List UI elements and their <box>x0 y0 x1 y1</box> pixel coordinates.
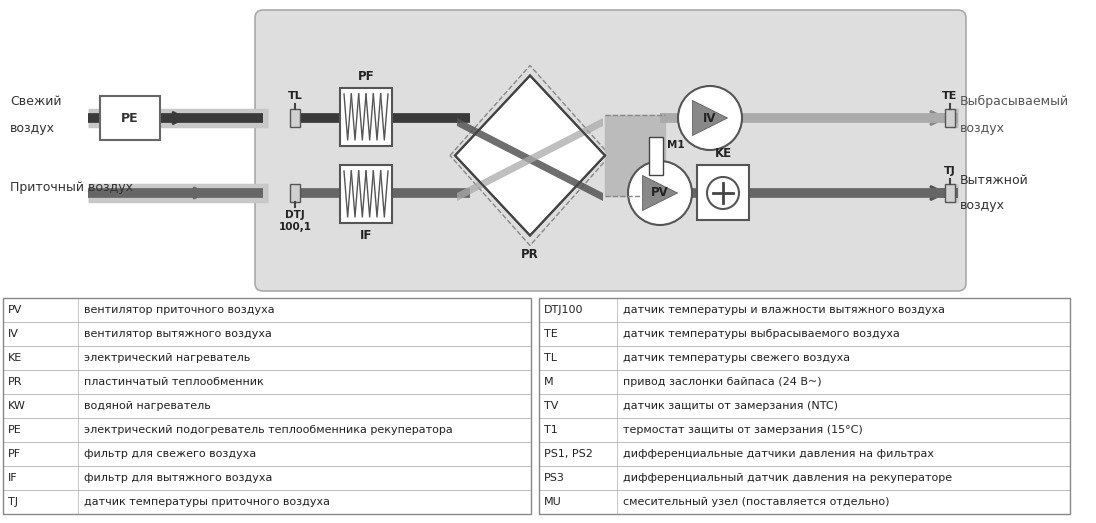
Text: дифференциальные датчики давления на фильтрах: дифференциальные датчики давления на фил… <box>623 449 934 459</box>
Text: термостат защиты от замерзания (15°C): термостат защиты от замерзания (15°C) <box>623 425 863 435</box>
Text: PS3: PS3 <box>544 473 564 483</box>
Bar <box>3 298 530 322</box>
Text: IF: IF <box>8 473 18 483</box>
Text: KE: KE <box>715 147 731 160</box>
Bar <box>3 346 530 370</box>
Bar <box>945 184 955 202</box>
Circle shape <box>707 177 739 209</box>
Text: PS1, PS2: PS1, PS2 <box>544 449 593 459</box>
Text: IF: IF <box>359 229 373 242</box>
Text: MU: MU <box>544 497 562 507</box>
Text: водяной нагреватель: водяной нагреватель <box>84 401 210 411</box>
Text: фильтр для свежего воздуха: фильтр для свежего воздуха <box>84 449 256 459</box>
Text: Выбрасываемый: Выбрасываемый <box>960 95 1069 108</box>
Bar <box>539 322 1070 346</box>
Text: датчик защиты от замерзания (NTC): датчик защиты от замерзания (NTC) <box>623 401 838 411</box>
Text: вентилятор приточного воздуха: вентилятор приточного воздуха <box>84 305 275 315</box>
Bar <box>340 165 392 223</box>
Text: PE: PE <box>8 425 22 435</box>
Bar <box>539 298 1070 322</box>
Text: PE: PE <box>122 111 139 124</box>
Text: DTJ100: DTJ100 <box>544 305 583 315</box>
Bar <box>3 490 530 514</box>
Text: TJ: TJ <box>8 497 18 507</box>
Text: датчик температуры свежего воздуха: датчик температуры свежего воздуха <box>623 353 850 363</box>
Circle shape <box>628 161 692 225</box>
Text: Вытяжной: Вытяжной <box>960 174 1029 187</box>
Bar <box>3 466 530 490</box>
Text: PV: PV <box>651 187 669 199</box>
Polygon shape <box>457 118 603 201</box>
Bar <box>3 370 530 394</box>
Bar <box>340 88 392 146</box>
Text: пластинчатый теплообменник: пластинчатый теплообменник <box>84 377 264 387</box>
Text: TE: TE <box>943 91 958 101</box>
Text: фильтр для вытяжного воздуха: фильтр для вытяжного воздуха <box>84 473 273 483</box>
Bar <box>3 394 530 418</box>
Text: TJ: TJ <box>944 166 956 176</box>
Text: PF: PF <box>357 70 375 83</box>
Text: Приточный воздух: Приточный воздух <box>10 180 133 194</box>
Bar <box>539 370 1070 394</box>
Bar <box>539 298 1070 514</box>
Bar <box>290 109 300 127</box>
Text: PF: PF <box>8 449 21 459</box>
Text: воздух: воздух <box>960 122 1005 135</box>
Text: T1: T1 <box>544 425 558 435</box>
Text: датчик температуры приточного воздуха: датчик температуры приточного воздуха <box>84 497 330 507</box>
Polygon shape <box>455 75 605 235</box>
Text: TV: TV <box>544 401 558 411</box>
Text: воздух: воздух <box>960 199 1005 212</box>
Bar <box>539 418 1070 442</box>
Bar <box>697 165 749 220</box>
Bar <box>3 418 530 442</box>
Bar <box>649 137 663 175</box>
Text: вентилятор вытяжного воздуха: вентилятор вытяжного воздуха <box>84 329 272 339</box>
Text: PR: PR <box>521 247 539 260</box>
Text: TL: TL <box>544 353 557 363</box>
Text: дифференциальный датчик давления на рекуператоре: дифференциальный датчик давления на реку… <box>623 473 952 483</box>
Text: M1: M1 <box>667 140 685 150</box>
Text: электрический нагреватель: электрический нагреватель <box>84 353 250 363</box>
Bar <box>3 322 530 346</box>
FancyBboxPatch shape <box>255 10 966 291</box>
Circle shape <box>678 86 742 150</box>
Bar <box>539 346 1070 370</box>
Text: PV: PV <box>8 305 22 315</box>
Text: IV: IV <box>704 111 717 124</box>
Bar <box>3 442 530 466</box>
Bar <box>290 184 300 202</box>
Text: KE: KE <box>8 353 22 363</box>
Polygon shape <box>457 118 603 201</box>
Text: M: M <box>544 377 553 387</box>
Text: DTJ
100,1: DTJ 100,1 <box>278 210 311 232</box>
Text: IV: IV <box>8 329 19 339</box>
Text: привод заслонки байпаса (24 В~): привод заслонки байпаса (24 В~) <box>623 377 822 387</box>
Text: датчик температуры и влажности вытяжного воздуха: датчик температуры и влажности вытяжного… <box>623 305 945 315</box>
Bar <box>539 490 1070 514</box>
Polygon shape <box>642 175 677 211</box>
Text: Свежий: Свежий <box>10 95 61 108</box>
Bar <box>945 109 955 127</box>
Text: TL: TL <box>287 91 302 101</box>
Text: KW: KW <box>8 401 26 411</box>
Text: воздух: воздух <box>10 122 55 135</box>
Text: датчик температуры выбрасываемого воздуха: датчик температуры выбрасываемого воздух… <box>623 329 900 339</box>
Bar <box>100 96 160 140</box>
Text: электрический подогреватель теплообменника рекуператора: электрический подогреватель теплообменни… <box>84 425 453 435</box>
Bar <box>539 442 1070 466</box>
Bar <box>539 394 1070 418</box>
Text: TE: TE <box>544 329 558 339</box>
Bar <box>539 466 1070 490</box>
Text: PR: PR <box>8 377 23 387</box>
Text: смесительный узел (поставляется отдельно): смесительный узел (поставляется отдельно… <box>623 497 890 507</box>
Bar <box>3 298 530 514</box>
Polygon shape <box>693 100 728 135</box>
